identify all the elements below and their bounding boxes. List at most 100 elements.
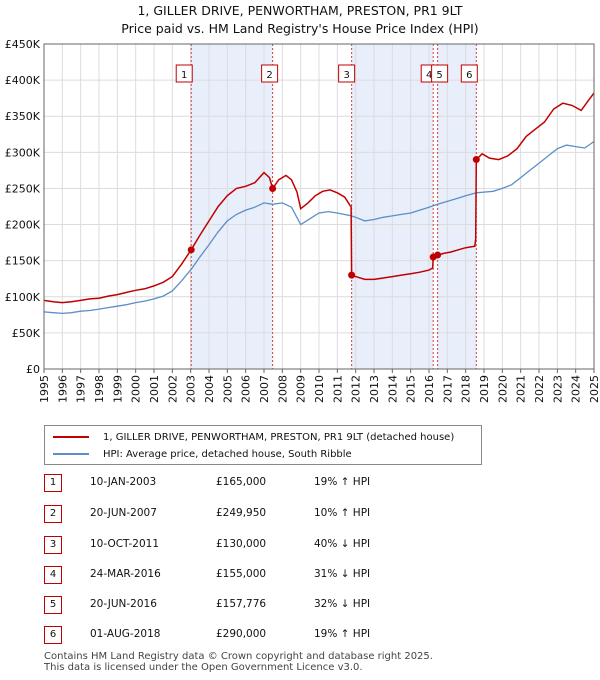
footer-copyright: Contains HM Land Registry data © Crown c…: [44, 651, 433, 662]
x-tick-label: 2005: [221, 375, 234, 403]
sale-point-2: [269, 184, 277, 192]
legend-item-property: 1, GILLER DRIVE, PENWORTHAM, PRESTON, PR…: [53, 430, 454, 444]
x-tick-label: 2014: [386, 375, 399, 403]
x-tick-label: 2021: [515, 375, 528, 403]
transaction-hpi-change: 19% ↑ HPI: [314, 476, 371, 488]
legend-label-property: 1, GILLER DRIVE, PENWORTHAM, PRESTON, PR…: [103, 431, 455, 443]
transaction-date: 10-JAN-2003: [90, 476, 157, 488]
transaction-price: £249,950: [216, 507, 267, 519]
x-tick-label: 1999: [111, 375, 124, 403]
x-tick-label: 2024: [570, 375, 583, 403]
transaction-number: 6: [44, 626, 62, 644]
y-tick-label: £0: [26, 363, 40, 376]
sale-label-2: 2: [261, 64, 279, 83]
sale-label-6: 6: [460, 64, 478, 83]
sale-point-5: [434, 251, 442, 259]
transaction-number: 5: [44, 596, 62, 614]
x-tick-label: 2012: [350, 375, 363, 403]
x-tick-label: 2000: [130, 375, 143, 403]
x-tick-label: 1995: [38, 375, 51, 403]
title-subtitle: Price paid vs. HM Land Registry's House …: [121, 21, 479, 36]
transaction-price: £157,776: [216, 598, 267, 610]
transaction-price: £155,000: [216, 568, 267, 580]
x-tick-label: 2003: [185, 375, 198, 403]
sale-label-box: [431, 64, 449, 83]
y-tick-label: £50K: [12, 327, 41, 340]
property-series-line: [43, 92, 595, 304]
transaction-date: 24-MAR-2016: [90, 568, 161, 580]
sale-label-box: [338, 64, 356, 83]
transaction-date: 10-OCT-2011: [90, 538, 159, 550]
sale-label-text: 6: [466, 70, 472, 81]
y-tick-label: £400K: [5, 74, 41, 87]
x-tick-label: 2002: [166, 375, 179, 403]
transaction-number: 2: [44, 505, 62, 523]
transaction-date: 20-JUN-2016: [90, 598, 157, 610]
legend-swatch-hpi: [53, 453, 89, 455]
x-tick-label: 1998: [93, 375, 106, 403]
y-tick-label: £450K: [5, 38, 41, 51]
transaction-price: £290,000: [216, 628, 267, 640]
x-tick-label: 2004: [203, 375, 216, 403]
sale-point-3: [348, 271, 356, 279]
x-tick-label: 2010: [313, 375, 326, 403]
x-tick-label: 2015: [405, 375, 418, 403]
x-tick-label: 2020: [496, 375, 509, 403]
transaction-number: 3: [44, 536, 62, 554]
x-tick-label: 2025: [588, 375, 600, 403]
legend-swatch-property: [53, 436, 89, 438]
sale-label-text: 4: [426, 70, 432, 81]
x-tick-label: 1996: [56, 375, 69, 403]
y-tick-label: £300K: [5, 146, 41, 159]
x-tick-label: 2022: [533, 375, 546, 403]
transaction-hpi-change: 31% ↓ HPI: [314, 568, 371, 580]
sale-label-3: 3: [338, 64, 356, 83]
legend-item-hpi: HPI: Average price, detached house, Sout…: [53, 447, 352, 461]
transaction-date: 01-AUG-2018: [90, 628, 161, 640]
transaction-number: 1: [44, 474, 62, 492]
x-tick-label: 2017: [441, 375, 454, 403]
x-tick-label: 2016: [423, 375, 436, 403]
sale-label-box: [261, 64, 279, 83]
transaction-hpi-change: 10% ↑ HPI: [314, 507, 371, 519]
x-tick-label: 2019: [478, 375, 491, 403]
y-tick-label: £250K: [5, 182, 41, 195]
legend-label-hpi: HPI: Average price, detached house, Sout…: [103, 448, 352, 460]
sale-label-1: 1: [175, 64, 193, 83]
sale-label-5: 5: [431, 64, 449, 83]
x-tick-label: 1997: [75, 375, 88, 403]
chart-title: 1, GILLER DRIVE, PENWORTHAM, PRESTON, PR…: [0, 2, 600, 38]
x-tick-label: 2023: [551, 375, 564, 403]
sale-point-6: [472, 156, 480, 164]
x-tick-label: 2008: [276, 375, 289, 403]
y-tick-label: £100K: [5, 291, 41, 304]
shaded-band-3: [437, 44, 477, 369]
title-address: 1, GILLER DRIVE, PENWORTHAM, PRESTON, PR…: [137, 3, 463, 18]
sale-label-text: 5: [436, 70, 442, 81]
x-tick-label: 2011: [331, 375, 344, 403]
transaction-hpi-change: 32% ↓ HPI: [314, 598, 371, 610]
sale-label-text: 2: [266, 70, 272, 81]
y-tick-label: £200K: [5, 219, 41, 232]
x-tick-label: 2007: [258, 375, 271, 403]
sale-label-text: 3: [343, 70, 349, 81]
transaction-hpi-change: 40% ↓ HPI: [314, 538, 371, 550]
x-tick-label: 2009: [295, 375, 308, 403]
footer: Contains HM Land Registry data © Crown c…: [44, 651, 433, 673]
x-tick-label: 2001: [148, 375, 161, 403]
transaction-date: 20-JUN-2007: [90, 507, 157, 519]
y-tick-label: £350K: [5, 110, 41, 123]
x-tick-label: 2018: [460, 375, 473, 403]
sale-label-box: [460, 64, 478, 83]
y-tick-label: £150K: [5, 255, 41, 268]
sale-point-1: [187, 246, 195, 254]
x-tick-label: 2013: [368, 375, 381, 403]
transaction-price: £130,000: [216, 538, 267, 550]
sale-label-box: [175, 64, 193, 83]
footer-licence: This data is licensed under the Open Gov…: [44, 662, 363, 673]
x-tick-label: 2006: [240, 375, 253, 403]
sale-label-text: 1: [181, 70, 187, 81]
transaction-hpi-change: 19% ↑ HPI: [314, 628, 371, 640]
transaction-price: £165,000: [216, 476, 267, 488]
legend: 1, GILLER DRIVE, PENWORTHAM, PRESTON, PR…: [44, 425, 482, 465]
